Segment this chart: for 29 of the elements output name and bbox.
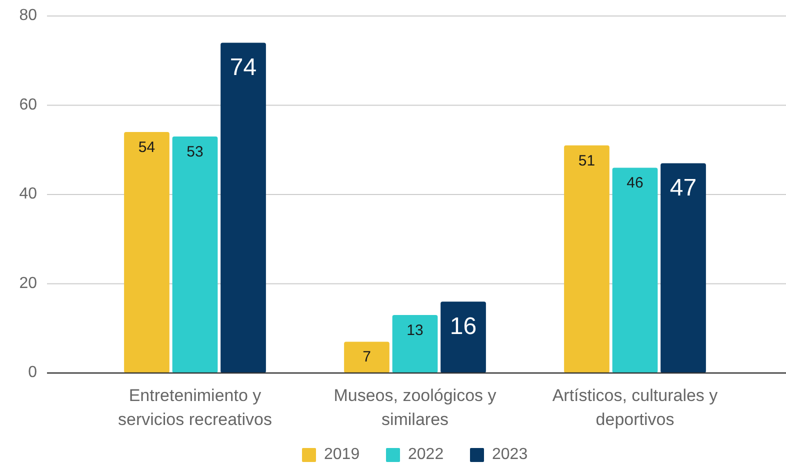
y-tick-label: 0 [28,364,38,382]
bar [172,136,218,373]
data-label: 46 [626,174,644,192]
legend-label: 2022 [408,446,444,464]
data-label: 53 [186,143,204,160]
legend-label: 2023 [492,446,528,464]
x-tick-label: Museos, zoológicos y similares [334,386,497,429]
bar [564,145,610,373]
bar [220,42,266,373]
bar [660,163,706,373]
x-tick-label: Artísticos, culturales y deportivos [552,386,718,429]
data-label: 13 [406,322,424,339]
data-label: 7 [362,348,371,366]
y-tick-label: 20 [19,274,38,292]
data-label: 54 [138,138,156,156]
x-tick-label: Entretenimiento y servicios recreativos [118,386,272,429]
y-tick-label: 40 [19,186,38,203]
legend-label: 2019 [324,446,360,464]
bar [440,302,486,373]
bar [344,342,390,373]
y-tick-label: 60 [19,96,38,114]
bar [392,314,438,373]
bar [124,132,170,373]
data-label: 51 [578,152,596,170]
data-label: 74 [230,54,257,82]
bar [612,168,658,373]
data-label: 47 [670,174,697,202]
y-tick-label: 80 [19,7,38,24]
data-label: 16 [450,312,477,340]
